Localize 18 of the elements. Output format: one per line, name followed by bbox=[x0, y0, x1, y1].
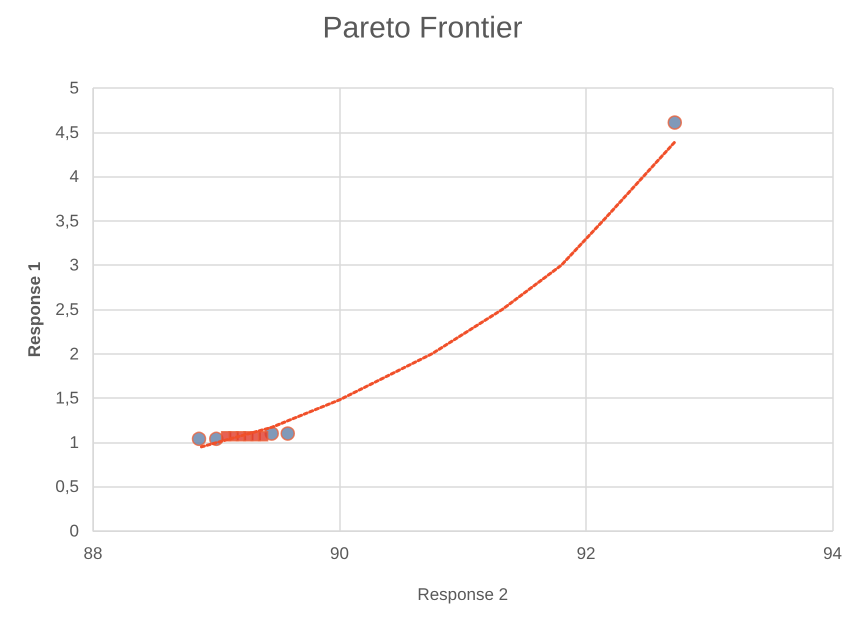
y-axis-title: Response 1 bbox=[25, 262, 44, 358]
y-tick-label: 3 bbox=[70, 256, 79, 275]
y-tick-label: 4,5 bbox=[55, 122, 79, 142]
y-tick-label: 1 bbox=[70, 432, 79, 452]
x-tick-label: 90 bbox=[330, 544, 349, 563]
x-axis-title: Response 2 bbox=[417, 585, 508, 604]
y-tick-label: 4 bbox=[70, 167, 79, 186]
y-tick-label: 3,5 bbox=[55, 211, 79, 230]
y-tick-label: 1,5 bbox=[55, 388, 79, 408]
y-tick-label: 0,5 bbox=[55, 477, 79, 496]
y-tick-label: 5 bbox=[70, 78, 79, 98]
chart-title: Pareto Frontier bbox=[322, 12, 523, 44]
x-tick-label: 94 bbox=[823, 544, 842, 563]
x-tick-label: 92 bbox=[576, 544, 596, 563]
y-tick-label: 2,5 bbox=[55, 300, 79, 319]
y-tick-label: 2 bbox=[70, 344, 79, 364]
x-tick-label: 88 bbox=[84, 544, 102, 563]
y-tick-label: 0 bbox=[70, 522, 79, 540]
